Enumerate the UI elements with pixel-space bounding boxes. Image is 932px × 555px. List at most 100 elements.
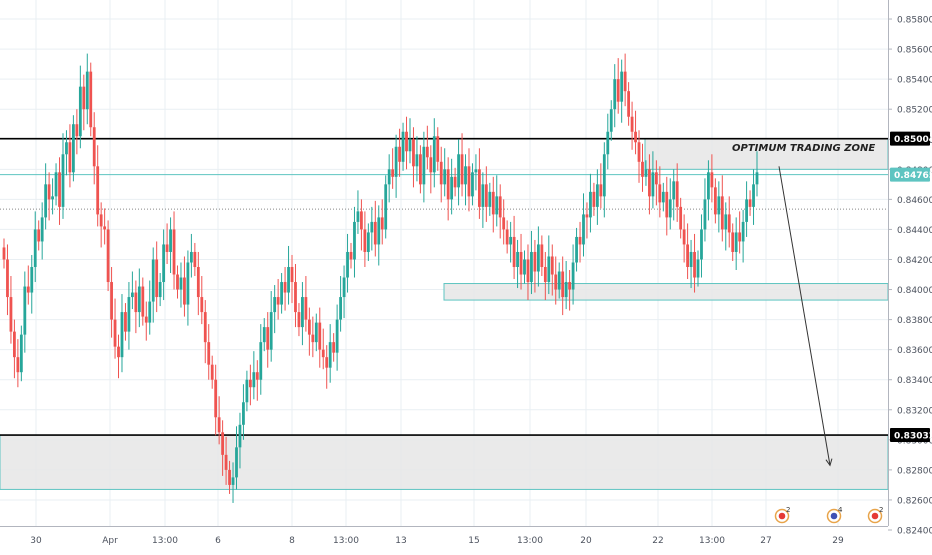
- candle-body: [516, 251, 519, 267]
- candle-body: [37, 229, 41, 242]
- price-tag: 0.85004: [890, 131, 932, 146]
- candle-body: [453, 176, 457, 188]
- candle: [533, 239, 537, 293]
- candle-body: [627, 91, 631, 117]
- time-tick-label: Apr: [102, 536, 118, 546]
- candle-body: [65, 142, 68, 155]
- candle-body: [120, 312, 124, 358]
- candle: [349, 242, 353, 269]
- candle-body: [561, 271, 565, 298]
- zones: [0, 138, 889, 490]
- candle: [384, 175, 388, 239]
- candle-body: [44, 184, 48, 218]
- candle-body: [568, 282, 572, 290]
- candle: [40, 202, 44, 260]
- time-tick-label: 13:00: [699, 536, 725, 546]
- candle: [408, 118, 412, 164]
- candle-body: [9, 297, 13, 332]
- price-tick-label: 0.83600: [897, 346, 932, 356]
- candle: [648, 154, 651, 215]
- candle: [262, 318, 266, 352]
- event-marker-flag: [871, 512, 879, 520]
- candle: [120, 294, 124, 373]
- candle-body: [738, 232, 742, 242]
- candle-body: [144, 316, 148, 323]
- candle: [713, 178, 717, 224]
- time-tick-label: 13:00: [152, 536, 178, 546]
- candle: [360, 199, 363, 251]
- candle-body: [248, 379, 252, 388]
- candle: [627, 82, 631, 126]
- candle-body: [623, 71, 627, 92]
- candle: [179, 262, 183, 308]
- candle: [314, 313, 318, 352]
- candle: [307, 307, 311, 356]
- candle: [318, 307, 322, 368]
- candle: [301, 282, 304, 346]
- candle: [464, 154, 467, 206]
- candle-body: [273, 297, 277, 313]
- candle-body: [339, 297, 342, 320]
- candle: [689, 239, 693, 289]
- candle: [33, 211, 37, 283]
- candle-body: [450, 176, 454, 200]
- candle-body: [720, 196, 724, 230]
- candle-body: [654, 172, 658, 185]
- candle-body: [304, 297, 308, 320]
- candle-body: [498, 196, 502, 218]
- candle: [311, 316, 315, 358]
- candle: [432, 118, 436, 188]
- candle: [530, 230, 533, 295]
- candle: [61, 133, 65, 219]
- candle-body: [734, 232, 738, 252]
- candle-body: [280, 282, 284, 305]
- candle: [366, 223, 370, 261]
- candle: [169, 217, 172, 274]
- candle-body: [54, 172, 58, 197]
- candle-body: [134, 292, 138, 313]
- candle: [488, 182, 492, 216]
- candle: [26, 265, 30, 305]
- candle-body: [717, 196, 721, 215]
- time-tick-label: 13:00: [517, 536, 543, 546]
- candle: [176, 265, 179, 299]
- candle-body: [526, 259, 530, 283]
- candle: [731, 223, 735, 261]
- candle: [460, 133, 464, 197]
- candle-body: [741, 221, 745, 242]
- candle-body: [113, 319, 117, 347]
- candle: [398, 128, 401, 177]
- candle: [682, 214, 686, 263]
- candle-body: [224, 454, 228, 470]
- candle-body: [509, 236, 513, 245]
- candle: [72, 115, 75, 182]
- candle: [609, 100, 613, 141]
- candle-body: [502, 217, 506, 230]
- candle-body: [301, 297, 304, 328]
- candle-body: [82, 86, 86, 110]
- candle: [96, 145, 100, 227]
- candle: [380, 199, 384, 245]
- candle-body: [30, 267, 34, 293]
- candle: [436, 127, 440, 171]
- candle: [19, 325, 23, 382]
- candle: [387, 154, 391, 203]
- candle-body: [589, 191, 592, 218]
- candle: [658, 166, 662, 218]
- price-tag: 0.84765: [890, 167, 932, 182]
- candle: [23, 271, 27, 353]
- event-marker-count: 2: [786, 506, 790, 514]
- candle: [502, 199, 506, 245]
- event-marker-icon: 4: [826, 506, 843, 524]
- candle-body: [283, 282, 287, 293]
- candle-body: [505, 229, 509, 245]
- candle: [266, 312, 270, 368]
- price-tag-label: 0.84765: [894, 171, 932, 181]
- candle: [245, 370, 249, 412]
- candle: [679, 197, 683, 239]
- candle-body: [398, 146, 401, 162]
- candle-body: [557, 271, 561, 290]
- candle-body: [686, 244, 689, 267]
